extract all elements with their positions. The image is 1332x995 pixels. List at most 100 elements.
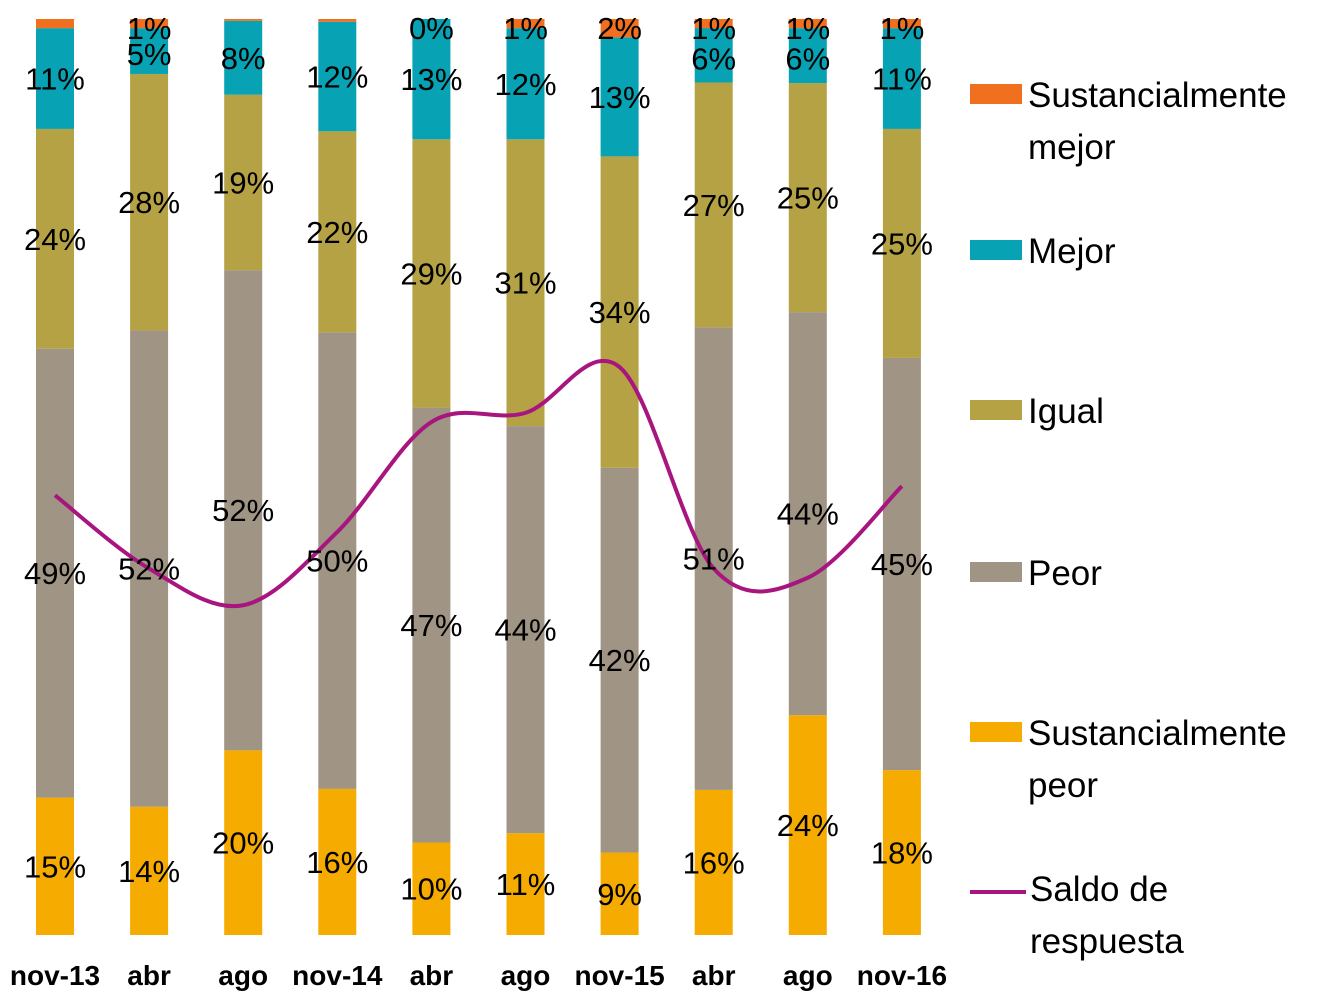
legend-item-mejor: Mejor — [970, 226, 1328, 278]
legend-label: Sustancialmente peor — [1028, 714, 1287, 805]
bar-segment-sustancialmente-mejor — [788, 19, 827, 29]
x-tick-label: ago — [501, 960, 551, 991]
data-label: 52% — [118, 552, 180, 587]
bar-segment-igual — [788, 83, 827, 313]
bar-segment-sustancialmente-mejor — [224, 19, 263, 21]
data-label: 19% — [212, 165, 274, 200]
x-tick-label: nov-14 — [292, 960, 383, 991]
bar-segment-peor — [788, 312, 827, 716]
bar-segment-igual — [412, 139, 451, 408]
bar-segment-peor — [224, 270, 263, 751]
bar-segment-mejor — [788, 28, 827, 84]
bar-segment-igual — [882, 128, 921, 358]
bar-segment-sustancialmente-peor — [600, 852, 639, 935]
data-label: 15% — [24, 849, 86, 884]
x-tick-label: nov-16 — [857, 960, 947, 991]
data-label: 29% — [400, 256, 462, 291]
bar-segment-igual — [36, 128, 74, 349]
bar-segment-igual — [506, 139, 545, 427]
legend-swatch-peor — [970, 562, 1022, 582]
data-label: 1% — [879, 11, 924, 46]
bar-segment-igual — [694, 82, 733, 328]
data-label: 11% — [872, 62, 932, 97]
data-label: 44% — [777, 497, 839, 532]
data-label: 1% — [691, 11, 736, 46]
bar-segment-peor — [318, 332, 357, 789]
bar-segment-sustancialmente-mejor — [318, 19, 357, 22]
bar-segment-sustancialmente-mejor — [694, 19, 733, 29]
bar-segment-sustancialmente-peor — [882, 770, 921, 935]
legend-item-igual: Igual — [970, 386, 1328, 438]
bar-segment-peor — [694, 327, 733, 790]
legend-swatch-mejor — [970, 240, 1022, 260]
data-label: 1% — [785, 11, 830, 46]
legend-label: Mejor — [1028, 232, 1116, 271]
legend-item-sustancialmente-peor: Sustancialmente peor — [970, 708, 1328, 812]
data-label: 20% — [212, 826, 274, 861]
bar-segment-sustancialmente-mejor — [36, 19, 74, 29]
data-label: 47% — [400, 608, 462, 643]
bar-segment-sustancialmente-peor — [506, 833, 545, 935]
bar-segment-sustancialmente-peor — [224, 750, 263, 935]
bar-segment-sustancialmente-mejor — [600, 19, 639, 38]
x-tick-label: abr — [410, 960, 454, 991]
bar-segment-sustancialmente-peor — [130, 806, 169, 935]
data-label: 6% — [785, 42, 830, 77]
bar-segment-sustancialmente-peor — [36, 797, 74, 935]
bar-segment-mejor — [882, 28, 921, 129]
data-label: 8% — [221, 41, 266, 76]
x-tick-label: nov-15 — [574, 960, 664, 991]
bar-segment-mejor — [694, 28, 733, 83]
data-label: 12% — [494, 67, 556, 102]
data-label: 24% — [24, 222, 86, 257]
data-label: 1% — [503, 11, 548, 46]
legend-item-saldo-de-respuesta: Saldo de respuesta — [970, 864, 1330, 968]
x-tick-label: ago — [218, 960, 268, 991]
data-label: 10% — [400, 872, 462, 907]
data-label: 27% — [683, 188, 745, 223]
legend-label: Peor — [1028, 554, 1102, 593]
data-label: 34% — [589, 295, 651, 330]
data-label: 11% — [25, 62, 85, 97]
bar-segment-sustancialmente-peor — [694, 789, 733, 935]
bar-segment-mejor — [318, 21, 357, 132]
bar-segment-sustancialmente-mejor — [882, 19, 921, 29]
x-tick-label: ago — [783, 960, 833, 991]
data-label: 44% — [494, 613, 556, 648]
legend-swatch-igual — [970, 400, 1022, 420]
data-label: 16% — [306, 845, 368, 880]
bar-segment-sustancialmente-peor — [318, 788, 357, 935]
bar-segment-mejor — [412, 19, 451, 140]
data-label: 5% — [127, 37, 172, 72]
legend-label: Igual — [1028, 392, 1104, 431]
bar-segment-peor — [882, 357, 921, 771]
data-label: 24% — [777, 808, 839, 843]
legend-label: Saldo de respuesta — [1030, 870, 1184, 961]
bar-segment-igual — [318, 131, 357, 333]
data-label: 42% — [589, 643, 651, 678]
x-tick-label: abr — [127, 960, 171, 991]
bar-segment-peor — [412, 407, 451, 843]
data-label: 51% — [683, 542, 745, 577]
legend-line-saldo-de-respuesta — [970, 890, 1026, 894]
data-label: 13% — [589, 80, 651, 115]
data-label: 14% — [118, 854, 180, 889]
line-saldo-de-respuesta — [53, 358, 904, 609]
data-label: 31% — [494, 266, 556, 301]
data-label: 2% — [597, 11, 642, 46]
bar-segment-mejor — [600, 37, 639, 157]
data-label: 25% — [777, 181, 839, 216]
x-tick-label: nov-13 — [10, 960, 100, 991]
bar-segment-sustancialmente-peor — [412, 842, 451, 935]
data-label: 13% — [400, 62, 462, 97]
data-label: 28% — [118, 185, 180, 220]
bar-segment-sustancialmente-mejor — [130, 19, 169, 29]
bar-segment-sustancialmente-peor — [788, 715, 827, 935]
bar-segment-peor — [36, 348, 74, 798]
bar-segment-sustancialmente-mejor — [506, 19, 545, 29]
legend-item-sustancialmente-mejor: Sustancialmente mejor — [970, 70, 1328, 174]
data-label: 9% — [597, 877, 642, 912]
legend-swatch-sustancialmente-peor — [970, 722, 1022, 742]
data-label: 6% — [691, 41, 736, 76]
bar-segment-mejor — [224, 20, 263, 95]
